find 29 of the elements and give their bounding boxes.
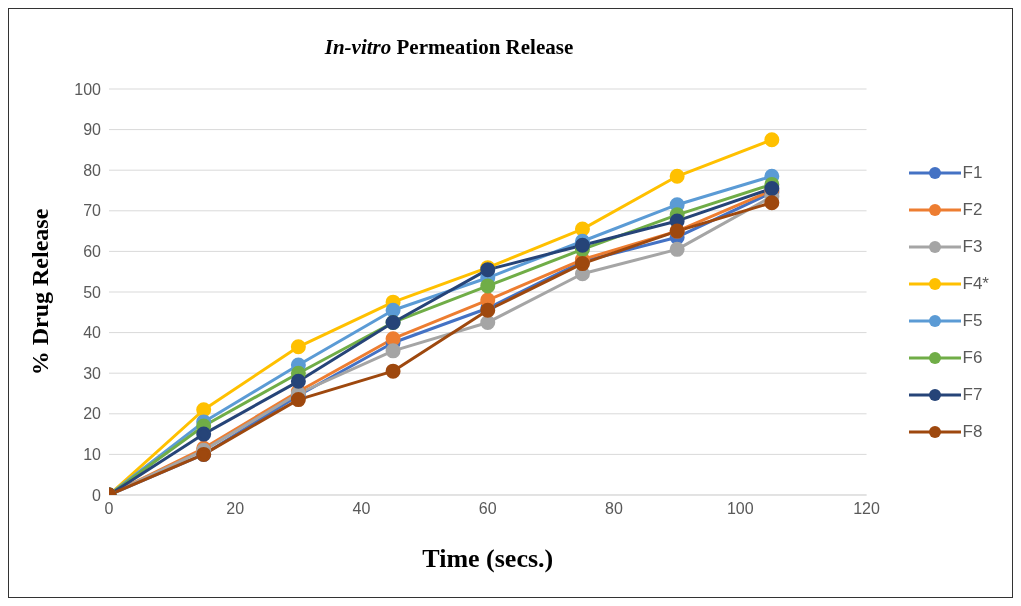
x-tick-label: 20 — [226, 500, 245, 518]
legend-label: F3 — [962, 236, 983, 257]
x-tick-label: 40 — [352, 500, 371, 518]
y-tick-label: 10 — [83, 446, 102, 464]
y-tick-label: 30 — [83, 364, 102, 382]
y-tick-label: 50 — [83, 283, 102, 301]
y-axis-title: % Drug Release — [26, 208, 53, 376]
legend-label: F8 — [962, 421, 983, 442]
legend-label: F4* — [962, 273, 989, 294]
y-tick-label: 90 — [83, 121, 102, 139]
legend-label: F2 — [962, 199, 983, 220]
x-tick-label: 0 — [104, 500, 114, 518]
x-tick-label: 80 — [605, 500, 624, 518]
y-tick-label: 100 — [74, 80, 102, 98]
y-tick-label: 0 — [92, 486, 102, 504]
legend-label: F5 — [962, 310, 983, 331]
legend-label: F1 — [962, 162, 983, 183]
legend-label: F7 — [962, 384, 983, 405]
y-tick-label: 40 — [83, 324, 102, 342]
y-tick-label: 20 — [83, 405, 102, 423]
y-tick-label: 70 — [83, 202, 102, 220]
y-tick-label: 60 — [83, 243, 102, 261]
x-axis-title: Time (secs.) — [422, 544, 554, 573]
chart-title: In-vitro Permeation Release — [323, 35, 575, 60]
legend-label: F6 — [962, 347, 983, 368]
x-tick-label: 100 — [726, 500, 754, 518]
x-tick-label: 60 — [478, 500, 497, 518]
y-tick-label: 80 — [83, 161, 102, 179]
x-tick-label: 120 — [853, 500, 880, 518]
